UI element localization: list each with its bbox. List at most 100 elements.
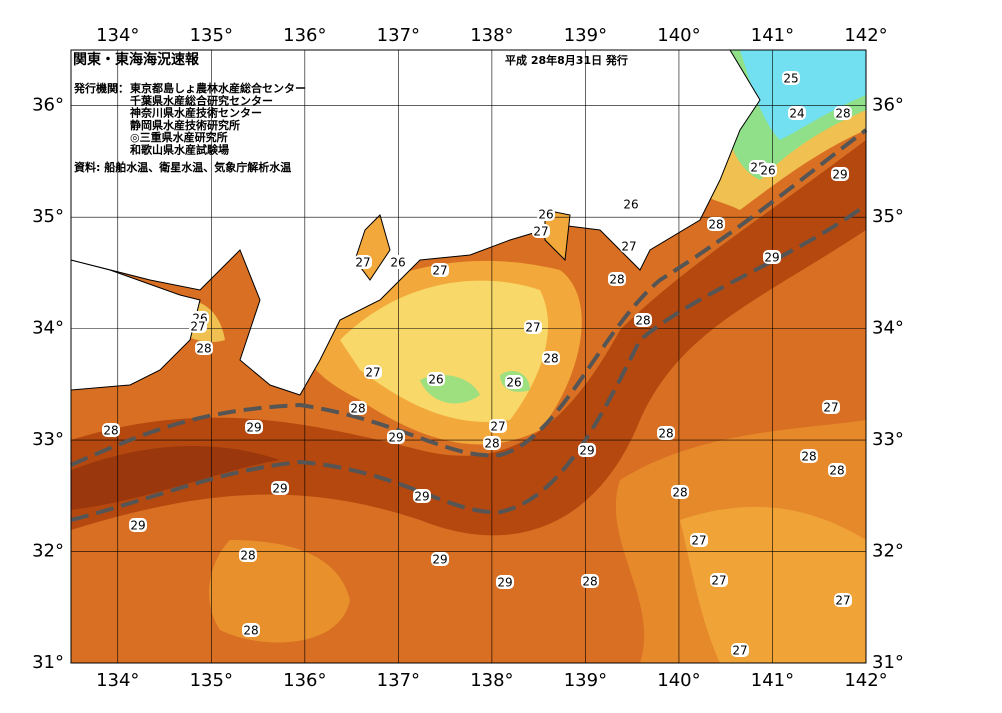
- contour-label: 29: [246, 421, 261, 435]
- contour-label: 29: [832, 168, 847, 182]
- contour-label-bg: [578, 443, 596, 457]
- contour-label: 27: [621, 240, 636, 254]
- contour-label: 26: [623, 198, 638, 212]
- lat-label-left: 34°: [32, 318, 64, 339]
- contour-label: 29: [130, 519, 145, 533]
- lon-label-bottom: 134°: [96, 670, 139, 691]
- contour-label: 27: [823, 401, 838, 415]
- contour-label-bg: [189, 319, 207, 333]
- contour-label-bg: [537, 207, 555, 221]
- lon-label-bottom: 138°: [470, 670, 513, 691]
- lon-label-top: 137°: [377, 25, 420, 46]
- lon-label-top: 134°: [96, 25, 139, 46]
- lon-label-bottom: 140°: [657, 670, 700, 691]
- contour-label: 27: [732, 644, 747, 658]
- issuer: 静岡県水産技術研究所: [130, 118, 240, 132]
- contour-label: 26: [428, 373, 443, 387]
- contour-label-bg: [413, 489, 431, 503]
- contour-label-bg: [828, 463, 846, 477]
- lat-label-right: 36°: [872, 95, 904, 116]
- contour-label: 28: [672, 486, 687, 500]
- contour-label: 24: [789, 107, 804, 121]
- contour-label-bg: [349, 401, 367, 415]
- contour-label: 27: [711, 574, 726, 588]
- contour-label-bg: [634, 313, 652, 327]
- contour-label: 27: [365, 366, 380, 380]
- lat-label-right: 32°: [872, 541, 904, 562]
- contour-label: 29: [432, 553, 447, 567]
- contour-label-bg: [489, 419, 507, 433]
- contour-label-bg: [707, 217, 725, 231]
- contour-label-bg: [834, 106, 852, 120]
- contour-label: 25: [783, 72, 798, 86]
- contour-label: 26: [538, 208, 553, 222]
- issuer-heading: 発行機関：: [73, 81, 129, 95]
- contour-label-bg: [657, 426, 675, 440]
- contour-label-bg: [239, 548, 257, 562]
- issuer: 和歌山県水産試験場: [130, 143, 229, 157]
- contour-label: 29: [388, 431, 403, 445]
- contour-label: 28: [103, 424, 118, 438]
- contour-label-bg: [431, 552, 449, 566]
- contour-label: 27: [190, 320, 205, 334]
- contour-label-bg: [364, 365, 382, 379]
- lon-label-top: 141°: [751, 25, 794, 46]
- contour-label-bg: [622, 197, 640, 211]
- contour-label: 29: [414, 490, 429, 504]
- contour-label-bg: [431, 263, 449, 277]
- lat-label-left: 35°: [32, 206, 64, 227]
- lon-label-bottom: 137°: [377, 670, 420, 691]
- contour-label-bg: [389, 255, 407, 269]
- contour-label-bg: [834, 593, 852, 607]
- contour-label-bg: [245, 420, 263, 434]
- contour-label-bg: [831, 167, 849, 181]
- contour-label-bg: [505, 375, 523, 389]
- lat-label-right: 35°: [872, 206, 904, 227]
- lat-label-left: 36°: [32, 95, 64, 116]
- lat-label-left: 31°: [32, 652, 64, 673]
- contour-label: 29: [272, 482, 287, 496]
- contour-label-bg: [788, 106, 806, 120]
- contour-label-bg: [483, 436, 501, 450]
- contour-label-bg: [242, 623, 260, 637]
- contour-label: 28: [801, 450, 816, 464]
- contour-label: 28: [829, 464, 844, 478]
- kuroshio-axis: [70, 128, 868, 467]
- lat-label-left: 33°: [32, 429, 64, 450]
- lon-label-bottom: 139°: [564, 670, 607, 691]
- contour-label: 27: [490, 420, 505, 434]
- contour-label: 29: [497, 576, 512, 590]
- issue-date: 平成 28年8月31日 発行: [505, 53, 628, 67]
- contour-label-bg: [532, 224, 550, 238]
- contour-label: 26: [760, 164, 775, 178]
- lon-label-top: 138°: [470, 25, 513, 46]
- contour-label: 27: [355, 256, 370, 270]
- issuer: 神奈川県水産技術センター: [130, 106, 262, 120]
- contour-label-bg: [427, 372, 445, 386]
- contour-label: 27: [835, 594, 850, 608]
- kuroshio-edge: [70, 203, 868, 522]
- lon-label-bottom: 136°: [283, 670, 326, 691]
- issuer: ◎三重県水産研究所: [130, 130, 228, 144]
- contour-label-bg: [759, 163, 777, 177]
- contour-label: 28: [609, 273, 624, 287]
- contour-label-bg: [671, 485, 689, 499]
- contour-label-bg: [608, 272, 626, 286]
- contour-label-bg: [822, 400, 840, 414]
- contour-label: 29: [579, 444, 594, 458]
- contour-label-bg: [763, 250, 781, 264]
- contour-label: 28: [835, 107, 850, 121]
- contour-label: 29: [764, 251, 779, 265]
- contour-label-bg: [782, 71, 800, 85]
- contour-label: 28: [196, 342, 211, 356]
- issuer: 東京都島しょ農林水産総合センター: [130, 81, 306, 95]
- contour-label: 28: [708, 218, 723, 232]
- contour-label-bg: [271, 481, 289, 495]
- contour-label-bg: [524, 320, 542, 334]
- contour-label-bg: [496, 575, 514, 589]
- contour-label-bg: [387, 430, 405, 444]
- contour-label-bg: [800, 449, 818, 463]
- contour-label: 28: [240, 549, 255, 563]
